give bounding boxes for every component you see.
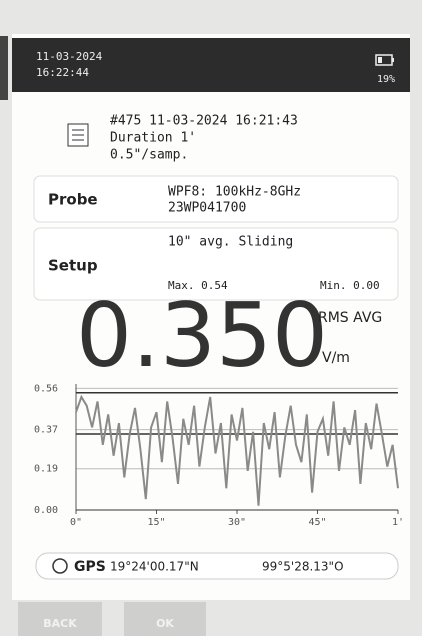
min-label: Min. bbox=[320, 279, 347, 292]
max-value: 0.54 bbox=[201, 279, 228, 292]
header-bar bbox=[12, 38, 410, 92]
min-value: 0.00 bbox=[353, 279, 380, 292]
setup-box bbox=[33, 227, 399, 301]
probe-model: WPF8: 100kHz-8GHz bbox=[168, 185, 301, 200]
back-label[interactable]: BACK bbox=[43, 617, 77, 630]
battery-tip bbox=[392, 58, 394, 62]
x-tick-label: 1' bbox=[392, 517, 404, 528]
probe-serial: 23WP041700 bbox=[168, 201, 246, 216]
gps-icon bbox=[52, 558, 68, 574]
x-tick-label: 15" bbox=[147, 517, 165, 528]
back-button[interactable] bbox=[18, 602, 102, 636]
edge bbox=[0, 36, 8, 100]
setup-max: Max. 0.54 bbox=[168, 279, 228, 292]
gps-bar bbox=[35, 552, 399, 580]
gps-lon: 99°5'28.13"O bbox=[262, 560, 344, 574]
y-tick-label: 0.00 bbox=[34, 505, 58, 516]
chart: 0.00 0.19 0.37 0.56 0" 15" 30" 45" 1' bbox=[34, 383, 404, 528]
record-sampling: 0.5"/samp. bbox=[110, 148, 188, 163]
date: 11-03-2024 bbox=[36, 50, 103, 63]
x-tick-label: 30" bbox=[228, 517, 246, 528]
reading-unit: V/m bbox=[322, 350, 350, 366]
y-tick-label: 0.37 bbox=[34, 425, 58, 436]
ok-button[interactable] bbox=[124, 602, 206, 636]
setup-min: Min. 0.00 bbox=[320, 279, 380, 292]
time: 16:22:44 bbox=[36, 66, 89, 79]
battery-level bbox=[378, 57, 382, 63]
probe-label: Probe bbox=[48, 191, 98, 209]
data-line bbox=[75, 394, 399, 506]
gps-lat: 19°24'00.17"N bbox=[110, 560, 199, 574]
setup-label: Setup bbox=[48, 257, 98, 275]
probe-box bbox=[33, 175, 399, 223]
battery-percent: 19% bbox=[377, 74, 395, 85]
reading-kind: RMS AVG bbox=[318, 310, 382, 326]
ok-label[interactable]: OK bbox=[156, 617, 174, 630]
record-header: #475 11-03-2024 16:21:43 bbox=[110, 114, 298, 129]
reading-value: 0.350 bbox=[76, 284, 328, 387]
record-duration: Duration 1' bbox=[110, 131, 196, 146]
x-tick-label: 45" bbox=[308, 517, 326, 528]
gps-label: GPS bbox=[74, 559, 106, 575]
setup-mode: 10" avg. Sliding bbox=[168, 235, 293, 250]
y-tick-label: 0.19 bbox=[34, 464, 58, 475]
x-tick-label: 0" bbox=[70, 517, 82, 528]
y-tick-label: 0.56 bbox=[34, 383, 58, 394]
max-label: Max. bbox=[168, 279, 195, 292]
